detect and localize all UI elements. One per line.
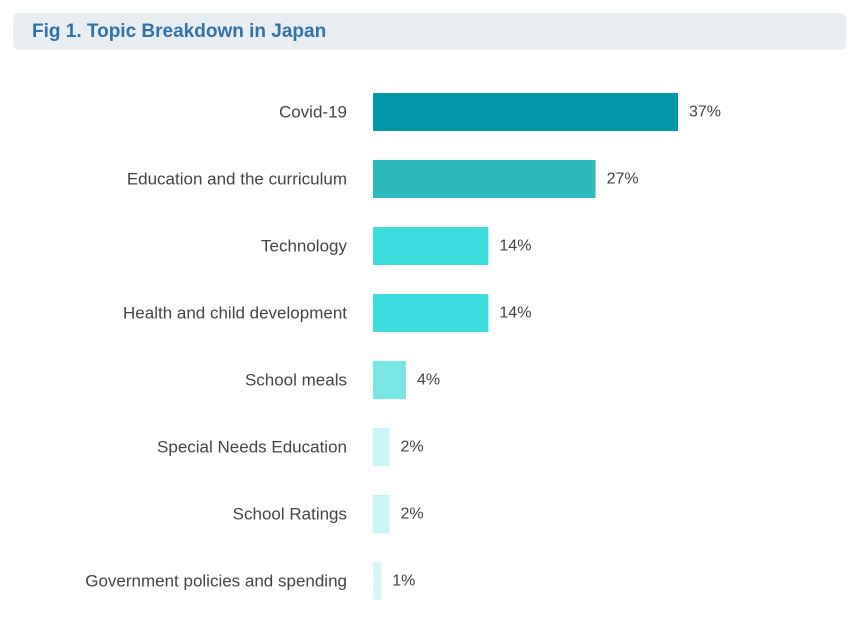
category-label-covid-19: Covid-19: [279, 103, 347, 122]
title-bar: Fig 1. Topic Breakdown in Japan: [13, 13, 846, 50]
value-label-technology: 14%: [499, 238, 531, 255]
value-label-school-meals: 4%: [417, 372, 440, 389]
category-label-school-meals: School meals: [245, 371, 347, 390]
bar-school-meals: [373, 361, 406, 399]
category-label-health-and-child-development: Health and child development: [123, 304, 347, 323]
bar-technology: [373, 227, 489, 265]
bar-special-needs-education: [373, 428, 390, 466]
bar-health-and-child-development: [373, 294, 489, 332]
category-label-education-and-the-curriculum: Education and the curriculum: [127, 170, 347, 189]
bar-school-ratings: [373, 495, 390, 533]
value-label-covid-19: 37%: [689, 104, 721, 121]
value-label-government-policies-and-spending: 1%: [392, 573, 415, 590]
value-label-health-and-child-development: 14%: [499, 305, 531, 322]
bar-government-policies-and-spending: [373, 562, 382, 600]
bar-covid-19: [373, 93, 678, 131]
category-label-special-needs-education: Special Needs Education: [157, 438, 347, 457]
value-label-education-and-the-curriculum: 27%: [607, 171, 639, 188]
value-label-school-ratings: 2%: [400, 506, 423, 523]
category-label-government-policies-and-spending: Government policies and spending: [85, 572, 347, 591]
chart-title: Fig 1. Topic Breakdown in Japan: [32, 21, 327, 42]
value-label-special-needs-education: 2%: [400, 439, 423, 456]
category-label-technology: Technology: [261, 237, 348, 256]
category-label-school-ratings: School Ratings: [233, 505, 347, 524]
bar-education-and-the-curriculum: [373, 160, 596, 198]
